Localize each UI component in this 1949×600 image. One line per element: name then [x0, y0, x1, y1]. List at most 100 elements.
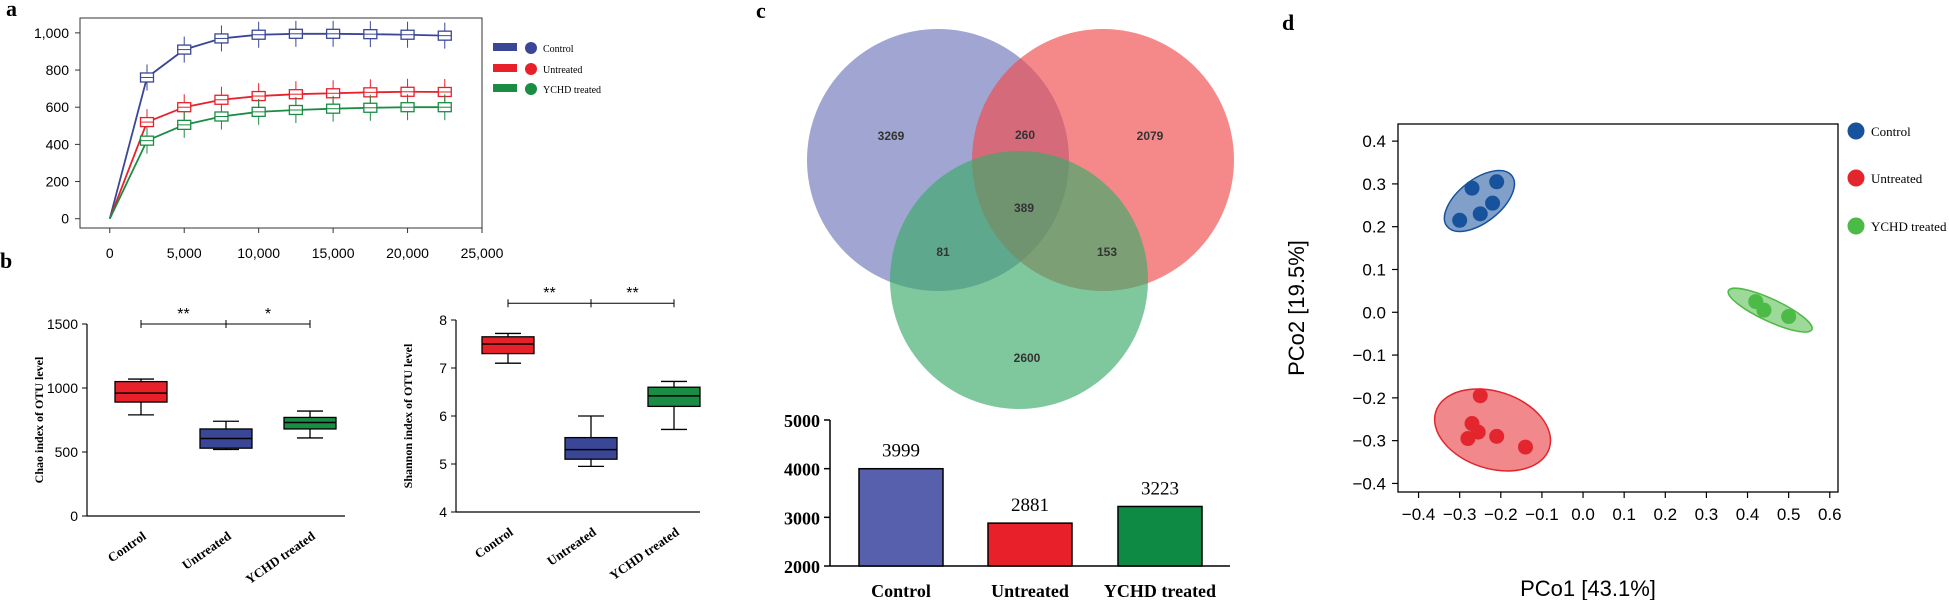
y-tick-label-b2: 5	[439, 456, 447, 472]
legend-marker-d	[1847, 169, 1865, 187]
y-tick-label-a: 200	[46, 174, 70, 190]
x-tick-label-d: 0.0	[1571, 505, 1595, 524]
scatter-point	[1756, 302, 1772, 318]
x-tick-label-d: −0.1	[1525, 505, 1559, 524]
panel-label-d: d	[1282, 10, 1294, 35]
venn-region-label: 2079	[1137, 129, 1164, 143]
bar-y-tick-label: 4000	[784, 460, 820, 480]
panel-label-b: b	[0, 248, 12, 273]
x-tick-label-d: 0.3	[1695, 505, 1719, 524]
category-label: Control	[105, 528, 149, 565]
y-tick-label-a: 600	[46, 99, 70, 115]
venn-circle-ychd-treated	[890, 151, 1148, 409]
y-tick-label-b2: 7	[439, 360, 447, 376]
cluster-ellipse-untreated	[1433, 388, 1552, 472]
scatter-point	[1472, 388, 1488, 404]
y-tick-label-b2: 4	[439, 504, 447, 520]
panel-b: 0 500 1000 1500 Chao index of OTU level Contr…	[32, 285, 701, 587]
box-control	[481, 336, 535, 355]
x-tick-label-a: 25,000	[461, 245, 504, 261]
series-line-control	[108, 32, 445, 219]
bar-ychd-treated	[1117, 505, 1203, 567]
panel-d: −0.4 −0.3 −0.2 −0.1 0.0 0.1 0.2 0.3 0.4 0.5 0.6 0.4…	[1284, 122, 1947, 600]
legend-marker-d	[1847, 122, 1865, 140]
y-tick-label-d: 0.2	[1362, 218, 1386, 237]
series-line-untreated	[108, 90, 445, 220]
x-tick-label-d: 0.5	[1777, 505, 1801, 524]
plot-frame-a	[79, 17, 483, 229]
y-tick-label-b1: 0	[70, 508, 78, 524]
category-label: Untreated	[179, 528, 234, 573]
x-tick-label-a: 10,000	[237, 245, 280, 261]
x-tick-label-d: −0.2	[1484, 505, 1518, 524]
bar-category-label: YCHD treated	[1104, 581, 1216, 600]
category-label: YCHD treated	[607, 524, 683, 583]
x-tick-label-a: 5,000	[167, 245, 202, 261]
plot-frame-d	[1397, 123, 1839, 493]
legend-swatch	[493, 84, 517, 92]
venn-region-label: 153	[1097, 245, 1117, 259]
y-tick-label-b1: 500	[55, 444, 79, 460]
panel-label-a: a	[6, 0, 17, 21]
y-tick-label-d: −0.4	[1352, 474, 1386, 493]
scatter-point	[1470, 424, 1486, 440]
x-tick-label-a: 0	[106, 245, 114, 261]
x-tick-label-d: 0.4	[1736, 505, 1760, 524]
panel-a: 0 5,000 10,000 15,000 20,000 25,000 0 200 400 600…	[34, 17, 601, 261]
y-tick-label-a: 800	[46, 62, 70, 78]
y-tick-label-b1: 1500	[47, 316, 78, 332]
panel-label-c: c	[756, 0, 766, 23]
scatter-point	[1452, 212, 1468, 228]
y-axis-label-b1: Chao index of OTU level	[32, 356, 46, 483]
venn-region-label: 260	[1015, 128, 1035, 142]
bar-category-label: Untreated	[991, 581, 1069, 600]
x-tick-label-a: 15,000	[312, 245, 355, 261]
significance-label: *	[265, 306, 271, 323]
y-axis-label-b2: Shannon index of OTU level	[401, 343, 415, 488]
scatter-point	[1485, 195, 1501, 211]
y-axis-label-d: PCo2 [19.5%]	[1284, 240, 1309, 376]
y-tick-label-a: 400	[46, 136, 70, 152]
category-label: Untreated	[544, 524, 599, 569]
legend-label: Control	[543, 44, 574, 55]
y-tick-label-d: 0.0	[1362, 303, 1386, 322]
bar-control	[858, 467, 944, 567]
bar-category-label: Control	[871, 581, 931, 600]
bar-y-tick-label: 2000	[784, 557, 820, 577]
venn-region-label: 3269	[878, 129, 905, 143]
x-tick-label-d: 0.6	[1818, 505, 1842, 524]
y-tick-label-d: 0.1	[1362, 260, 1386, 279]
x-tick-label-d: 0.1	[1612, 505, 1636, 524]
legend-marker	[525, 83, 537, 95]
legend-label: YCHD treated	[543, 85, 601, 96]
scatter-point	[1781, 309, 1797, 325]
x-tick-label-d: −0.4	[1402, 505, 1436, 524]
box-untreated	[564, 436, 618, 460]
significance-label: **	[626, 285, 638, 302]
category-label: YCHD treated	[243, 528, 319, 587]
y-tick-label-d: −0.3	[1352, 432, 1386, 451]
y-tick-label-b2: 8	[439, 312, 447, 328]
y-tick-label-d: 0.3	[1362, 175, 1386, 194]
scatter-point	[1517, 439, 1533, 455]
bar-value-label: 2881	[1011, 495, 1049, 516]
legend-label-d: Untreated	[1871, 171, 1923, 186]
box-ychd-treated	[647, 386, 701, 408]
y-tick-label-d: 0.4	[1362, 132, 1386, 151]
cluster-ellipse-control	[1443, 169, 1516, 233]
bar-y-tick-label: 5000	[784, 411, 820, 431]
significance-label: **	[177, 306, 189, 323]
category-label: Control	[472, 524, 516, 561]
scatter-point	[1489, 174, 1505, 190]
legend-marker-d	[1847, 217, 1865, 235]
legend-marker	[525, 63, 537, 75]
bar-value-label: 3999	[882, 441, 920, 462]
series-line-ychd-treated	[108, 106, 445, 220]
bar-value-label: 3223	[1141, 478, 1179, 499]
y-tick-label-b1: 1000	[47, 380, 78, 396]
x-axis-label-d: PCo1 [43.1%]	[1520, 576, 1656, 600]
venn-region-label: 81	[936, 245, 950, 259]
box-control	[114, 380, 168, 403]
legend-label: Untreated	[543, 65, 582, 76]
